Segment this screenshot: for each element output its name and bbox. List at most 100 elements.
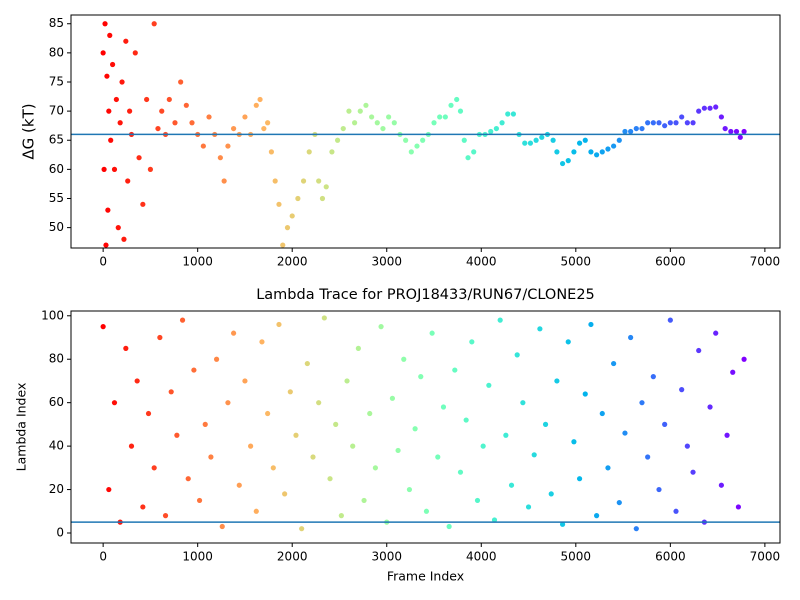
point [259,339,265,345]
point [559,521,566,527]
point [656,486,662,493]
point [403,137,409,143]
point [230,330,237,336]
point [548,491,554,497]
point [733,128,740,135]
x-tick-label: 2000 [277,550,308,564]
point [344,378,350,384]
point [282,491,288,497]
point [119,79,125,85]
point [514,352,520,358]
point [123,345,129,351]
point [352,120,358,126]
point [168,389,174,395]
point [533,137,539,143]
point [361,497,367,504]
point [389,395,396,401]
x-tick-label: 4000 [466,255,497,269]
y-tick-label: 100 [41,308,64,322]
point [722,125,728,132]
point [497,317,503,323]
point [183,102,189,108]
point [457,108,464,114]
point [650,374,656,380]
point [299,526,305,532]
point [363,102,369,108]
point [101,166,107,172]
point [242,378,248,384]
point [707,404,713,410]
point [213,356,220,362]
point [639,125,645,132]
point [622,430,628,436]
point [253,102,259,108]
point [633,125,639,132]
point [134,378,140,384]
point [491,517,498,523]
x-tick-label: 0 [99,550,107,564]
point [599,149,605,155]
point [605,465,611,471]
point [276,201,282,207]
x-tick-label: 5000 [561,550,592,564]
point [724,432,730,438]
y-tick-label: 60 [49,162,64,176]
point [554,149,560,155]
point [565,158,571,164]
y-tick-label: 80 [49,352,64,366]
point [588,149,594,155]
point [622,128,628,135]
point [594,513,600,519]
y-tick-label: 85 [49,16,64,30]
point [272,178,278,184]
point [270,465,276,471]
point [565,339,571,345]
point [100,324,106,330]
point [289,213,295,219]
point [588,321,594,328]
point [639,400,645,406]
point [159,108,165,114]
point [225,400,231,406]
point [109,61,116,68]
point [304,360,310,367]
point [539,134,545,140]
point [645,120,651,126]
point [295,195,301,202]
y-tick-label: 20 [49,482,64,496]
point [594,152,600,158]
point [140,201,146,207]
point [185,476,191,482]
point [323,184,329,190]
point [117,120,123,126]
point [457,469,464,475]
point [454,96,460,103]
point [662,421,668,427]
point [378,324,384,330]
point [334,137,341,143]
point [737,134,743,140]
point [350,443,356,449]
point [679,387,685,393]
point [329,149,335,155]
point [730,369,736,375]
point [611,143,617,149]
point [616,137,622,143]
point [108,137,114,143]
point [611,360,617,367]
y-axis-label: Lambda Index [14,383,29,472]
point [452,367,458,373]
axes-frame [70,14,781,249]
point [257,96,263,103]
point [284,225,291,231]
y-tick-label: 70 [49,104,64,118]
point [236,482,242,488]
y-tick-label: 40 [49,439,64,453]
point [316,400,322,406]
point [571,149,577,155]
point [127,108,133,114]
point [102,21,108,27]
x-tick-label: 3000 [371,255,402,269]
x-tick-label: 7000 [750,550,781,564]
point [293,432,299,438]
